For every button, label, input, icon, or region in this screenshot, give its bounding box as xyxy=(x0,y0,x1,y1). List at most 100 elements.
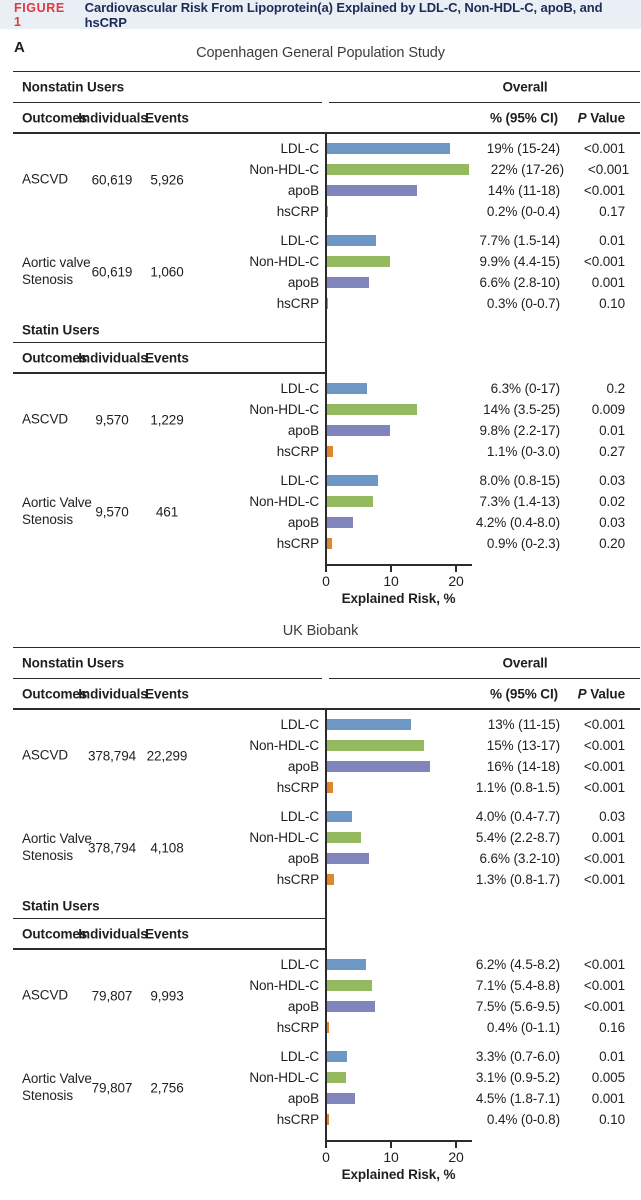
section-header-row: Statin Users xyxy=(0,318,641,342)
ci-value: 4.2% (0.4-8.0) xyxy=(475,515,560,530)
figure-body: A Copenhagen General Population Study Nons… xyxy=(0,29,641,1186)
events-value: 4,108 xyxy=(150,840,184,856)
ci-value: 9.8% (2.2-17) xyxy=(479,423,561,438)
individuals-value: 378,794 xyxy=(87,748,137,764)
x-axis-tick-label: 10 xyxy=(383,573,399,589)
bar-nonhdlc xyxy=(326,740,424,751)
outcome-label: Aortic Valve Stenosis xyxy=(22,831,92,863)
ci-value: 15% (13-17) xyxy=(486,738,560,753)
bar-track xyxy=(326,496,465,507)
p-value: 0.27 xyxy=(599,444,625,459)
col-header-events: Events xyxy=(145,926,189,941)
figure-title: Cardiovascular Risk From Lipoprotein(a) … xyxy=(84,0,603,30)
events-value: 1,060 xyxy=(150,264,184,280)
ci-value: 7.7% (1.5-14) xyxy=(479,233,561,248)
ci-value: 7.3% (1.4-13) xyxy=(479,494,561,509)
bar-hscrp xyxy=(326,782,334,793)
bar-row: apoB 14% (11-18) <0.001 xyxy=(0,180,641,201)
p-value: 0.03 xyxy=(599,473,625,488)
bar-track xyxy=(326,1114,465,1125)
bar-track xyxy=(326,740,465,751)
biomarker-label: LDL-C xyxy=(280,957,319,972)
ci-value: 1.1% (0.8-1.5) xyxy=(475,780,560,795)
bar-track xyxy=(326,538,465,549)
bar-track xyxy=(326,1051,465,1062)
bar-row: Non-HDL-C 15% (13-17) <0.001 xyxy=(0,735,641,756)
biomarker-label: Non-HDL-C xyxy=(249,402,319,417)
bar-track xyxy=(326,811,465,822)
individuals-value: 9,570 xyxy=(95,412,129,428)
outcome-label: Aortic Valve Stenosis xyxy=(22,1071,92,1103)
x-axis-tick xyxy=(325,1142,327,1148)
bar-ldlc xyxy=(326,811,352,822)
panel-heading: A Copenhagen General Population Study xyxy=(0,29,641,71)
col-header-individuals: Individuals xyxy=(78,350,148,365)
bar-apob xyxy=(326,761,430,772)
bar-hscrp xyxy=(326,206,328,217)
bar-apob xyxy=(326,1093,356,1104)
section-header-row: Nonstatin Users Overall xyxy=(0,72,641,102)
biomarker-label: hsCRP xyxy=(276,872,319,887)
biomarker-label: apoB xyxy=(287,759,319,774)
individuals-value: 79,807 xyxy=(91,1080,133,1096)
bar-row: LDL-C 6.2% (4.5-8.2) <0.001 xyxy=(0,954,641,975)
bar-hscrp xyxy=(326,1022,329,1033)
p-value: 0.009 xyxy=(591,402,625,417)
bar-track xyxy=(326,959,465,970)
biomarker-label: apoB xyxy=(287,999,319,1014)
p-value: <0.001 xyxy=(583,738,625,753)
bar-track xyxy=(326,853,465,864)
p-value: 0.10 xyxy=(599,296,625,311)
x-axis-tick-label: 20 xyxy=(448,1149,464,1165)
ci-value: 16% (14-18) xyxy=(486,759,560,774)
bar-ldlc xyxy=(326,719,411,730)
biomarker-label: Non-HDL-C xyxy=(249,978,319,993)
x-axis-line xyxy=(325,1140,472,1142)
bar-nonhdlc xyxy=(326,832,362,843)
bar-row: hsCRP 0.9% (0-2.3) 0.20 xyxy=(0,533,641,554)
bar-row: hsCRP 1.3% (0.8-1.7) <0.001 xyxy=(0,869,641,890)
biomarker-label: hsCRP xyxy=(276,204,319,219)
p-value: <0.001 xyxy=(583,957,625,972)
col-header-outcomes: Outcomes xyxy=(22,926,88,941)
col-header-individuals: Individuals xyxy=(78,686,148,701)
outcome-group: ASCVD 79,807 9,993 LDL-C 6.2% (4.5-8.2) <0.00… xyxy=(0,950,641,1042)
col-header-events: Events xyxy=(145,350,189,365)
ci-value: 7.5% (5.6-9.5) xyxy=(475,999,560,1014)
bar-hscrp xyxy=(326,538,332,549)
section-rule xyxy=(13,918,325,919)
x-axis-tick xyxy=(455,1142,457,1148)
biomarker-label: hsCRP xyxy=(276,536,319,551)
outcome-label: Aortic valve Stenosis xyxy=(22,255,91,287)
ci-value: 6.6% (3.2-10) xyxy=(479,851,561,866)
individuals-value: 79,807 xyxy=(91,988,133,1004)
p-value: <0.001 xyxy=(583,254,625,269)
ci-value: 6.2% (4.5-8.2) xyxy=(475,957,560,972)
col-header-pvalue: P Value xyxy=(577,686,625,701)
bar-nonhdlc xyxy=(326,404,417,415)
section-rule-right xyxy=(329,102,640,103)
column-header-row: Outcomes Individuals Events % (95% CI) P Val… xyxy=(0,679,641,708)
col-header-ci: % (95% CI) xyxy=(489,686,558,701)
p-value: <0.001 xyxy=(583,759,625,774)
bar-track xyxy=(326,832,465,843)
events-value: 461 xyxy=(155,504,179,520)
bar-row: apoB 4.5% (1.8-7.1) 0.001 xyxy=(0,1088,641,1109)
bar-apob xyxy=(326,1001,375,1012)
p-value: <0.001 xyxy=(583,872,625,887)
bar-track xyxy=(326,782,465,793)
biomarker-label: Non-HDL-C xyxy=(249,738,319,753)
events-value: 22,299 xyxy=(146,748,188,764)
ci-value: 0.9% (0-2.3) xyxy=(486,536,560,551)
events-value: 2,756 xyxy=(150,1080,184,1096)
bar-row: LDL-C 4.0% (0.4-7.7) 0.03 xyxy=(0,806,641,827)
outcome-group: Aortic Valve Stenosis 9,570 461 LDL-C 8.0% (… xyxy=(0,466,641,558)
biomarker-label: apoB xyxy=(287,1091,319,1106)
outcome-group: Aortic Valve Stenosis 378,794 4,108 LDL-C 4.… xyxy=(0,802,641,894)
bar-hscrp xyxy=(326,874,335,885)
user-group-label: Nonstatin Users xyxy=(22,655,125,671)
bar-ldlc xyxy=(326,475,378,486)
x-axis-tick-label: 0 xyxy=(322,573,330,589)
bar-track xyxy=(326,1072,465,1083)
bar-row: Non-HDL-C 22% (17-26) <0.001 xyxy=(0,159,641,180)
